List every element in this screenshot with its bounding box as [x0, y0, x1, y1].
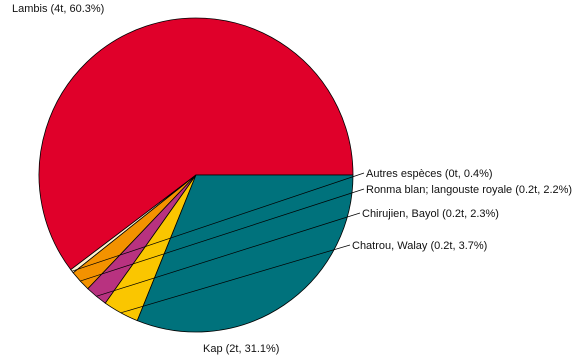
slice-label-chatrou-walay: Chatrou, Walay (0.2t, 3.7%): [352, 240, 487, 252]
pie-leader-lines: [71, 172, 365, 314]
leader-line-autres-especes: [71, 172, 365, 272]
pie-slice-lambis: [38, 17, 354, 271]
slice-label-autres-especes: Autres espèces (0t, 0.4%): [366, 168, 493, 180]
pie-slice-kap: [136, 174, 354, 333]
pie-labels: Lambis (4t, 60.3%) Autres espèces (0t, 0.…: [12, 3, 572, 355]
pie-slices: [38, 17, 354, 333]
leader-line-ronma-blan-langouste-royale: [80, 188, 365, 282]
slice-label-ronma-blan-langouste-royale: Ronma blan; langouste royale (0.2t, 2.2%…: [366, 184, 572, 196]
slice-label-chirujien-bayol: Chirujien, Bayol (0.2t, 2.3%): [362, 208, 499, 220]
slice-label-lambis: Lambis (4t, 60.3%): [12, 3, 104, 15]
leader-line-chirujien-bayol: [96, 212, 361, 297]
slice-label-kap: Kap (2t, 31.1%): [203, 343, 279, 355]
leader-line-chatrou-walay: [120, 244, 351, 314]
